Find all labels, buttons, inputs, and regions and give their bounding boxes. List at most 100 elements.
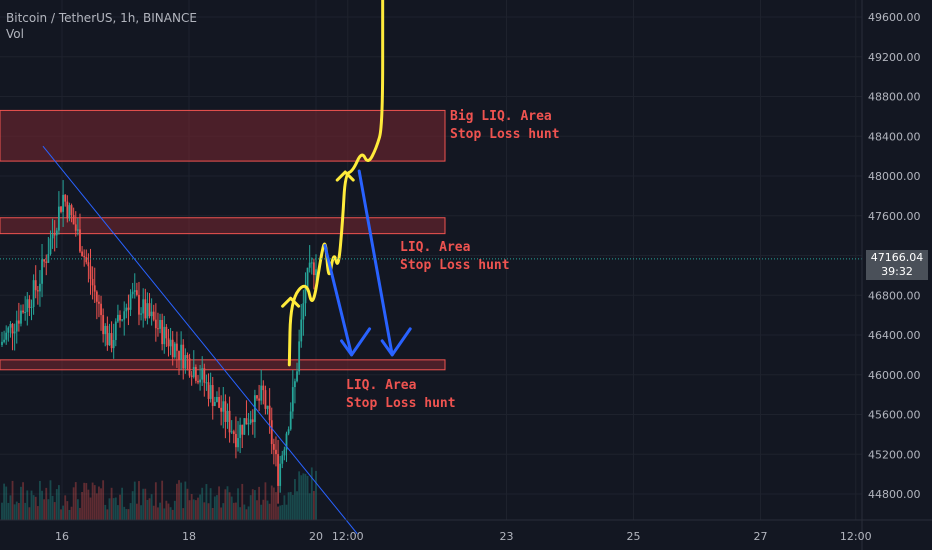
- candle-body: [5, 332, 8, 340]
- candle-body: [64, 194, 67, 202]
- volume-bar: [74, 482, 77, 520]
- y-tick-label: 49200.00: [868, 51, 921, 64]
- volume-bar: [9, 495, 12, 520]
- volume-bar: [142, 488, 145, 520]
- candle-body: [167, 338, 170, 347]
- candle-body: [161, 319, 164, 345]
- volume-bar: [85, 483, 88, 520]
- volume-bar: [260, 504, 263, 520]
- volume-bar: [60, 509, 62, 520]
- candle-body: [41, 259, 43, 284]
- candle-body: [152, 311, 155, 320]
- candle-body: [17, 320, 20, 324]
- candle-body: [68, 205, 71, 219]
- volume-bar: [121, 487, 124, 520]
- volume-bar: [270, 485, 273, 520]
- x-tick-label: 20: [309, 530, 323, 543]
- candle-body: [253, 395, 256, 423]
- volume-bar: [308, 493, 311, 520]
- volume-bar: [133, 481, 136, 520]
- volume-bar: [66, 501, 69, 520]
- candle-body: [302, 303, 305, 320]
- candle-body: [79, 229, 81, 252]
- candle-body: [100, 303, 102, 316]
- volume-bar: [11, 480, 14, 520]
- candle-body: [203, 368, 206, 383]
- candle-body: [26, 299, 29, 312]
- symbol-title[interactable]: Bitcoin / TetherUS, 1h, BINANCE: [6, 11, 197, 25]
- volume-bar: [47, 499, 50, 520]
- volume-indicator-label[interactable]: Vol: [6, 27, 24, 41]
- volume-bar: [283, 495, 286, 520]
- volume-bar: [135, 503, 138, 520]
- volume-bar: [131, 491, 134, 520]
- volume-bar: [100, 488, 102, 520]
- volume-bar: [146, 499, 149, 520]
- volume-bar: [201, 487, 204, 520]
- volume-bar: [79, 507, 81, 520]
- grid-lines: [0, 0, 862, 520]
- annotation-line: Big LIQ. Area: [450, 109, 552, 124]
- volume-bar: [108, 498, 111, 520]
- volume-bar: [228, 492, 231, 520]
- candle-body: [49, 238, 52, 255]
- candle-body: [279, 463, 282, 486]
- volume-bar: [306, 475, 309, 520]
- candle-body: [192, 367, 195, 377]
- volume-bar: [83, 482, 86, 520]
- annotation-line: LIQ. Area: [400, 240, 471, 255]
- volume-bar: [182, 508, 185, 520]
- volume-bar: [237, 488, 239, 520]
- candle-body: [239, 424, 242, 439]
- volume-bar: [138, 481, 140, 520]
- candle-body: [173, 343, 176, 358]
- volume-bar: [256, 500, 258, 520]
- volume-bar: [129, 503, 132, 520]
- candle-body: [199, 379, 201, 383]
- candle-body: [213, 401, 216, 407]
- volume-bar: [36, 506, 39, 520]
- volume-bar: [243, 504, 246, 520]
- candle-body: [268, 405, 271, 421]
- candle-body: [104, 325, 107, 335]
- candle-body: [106, 325, 109, 346]
- volume-bar: [49, 480, 52, 520]
- candle-body: [142, 299, 145, 314]
- volume-bar: [17, 503, 20, 520]
- volume-bar: [277, 506, 279, 520]
- candle-body: [3, 339, 6, 342]
- candle-body: [178, 350, 180, 360]
- volume-bar: [171, 509, 174, 520]
- volume-bar: [291, 494, 294, 520]
- volume-bar: [232, 502, 235, 520]
- liquidity-zone: [0, 359, 446, 371]
- volume-bar: [302, 473, 305, 520]
- volume-bar: [22, 482, 24, 520]
- candle-body: [182, 344, 185, 369]
- candle-body: [74, 224, 77, 231]
- candle-body: [129, 294, 132, 310]
- volume-bar: [230, 496, 233, 520]
- volume-bar: [28, 507, 31, 520]
- candle-body: [123, 311, 126, 320]
- candle-body: [220, 407, 223, 412]
- volume-bar: [281, 505, 284, 520]
- candle-body: [32, 280, 35, 307]
- volume-bar: [239, 507, 242, 520]
- blue-down-arrow: [323, 244, 354, 357]
- candle-body: [117, 314, 119, 322]
- volume-bar: [57, 485, 60, 520]
- y-tick-label: 45200.00: [868, 448, 921, 461]
- candle-body: [264, 390, 267, 409]
- candle-body: [247, 423, 250, 425]
- volume-bar: [7, 502, 10, 520]
- annotation-line: Stop Loss hunt: [400, 258, 510, 273]
- candle-body: [283, 449, 286, 456]
- volume-bar: [188, 500, 191, 520]
- liquidity-zone: [0, 109, 446, 162]
- volume-bar: [264, 482, 267, 520]
- volume-bar: [279, 505, 282, 520]
- volume-bar: [235, 502, 237, 520]
- candle-body: [110, 333, 113, 349]
